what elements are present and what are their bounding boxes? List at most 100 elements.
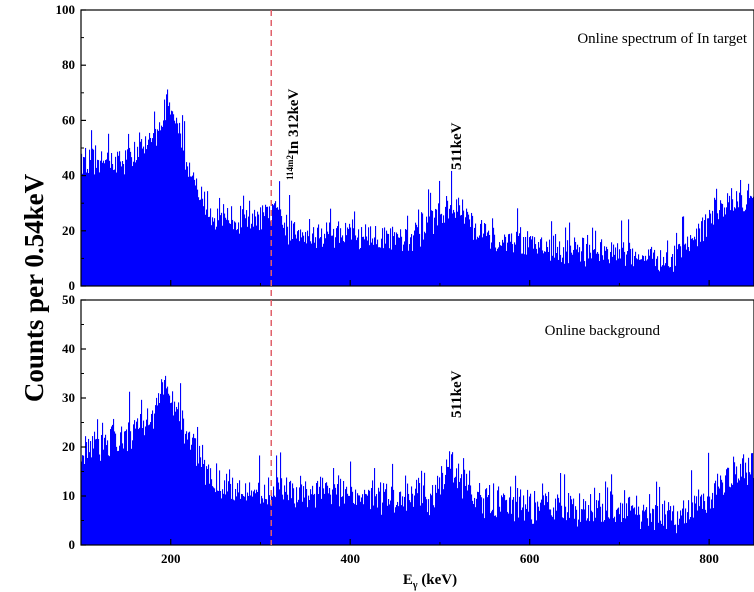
spectrum-bar	[103, 160, 105, 286]
spectrum-bar	[702, 217, 704, 286]
spectrum-bar	[689, 251, 691, 286]
spectrum-bar	[506, 250, 508, 286]
spectrum-bar	[138, 156, 140, 286]
spectrum-bar	[154, 111, 156, 286]
spectrum-bar	[750, 195, 752, 286]
spectrum-bar	[718, 219, 720, 286]
spectrum-bar	[129, 391, 131, 545]
spectrum-bar	[279, 181, 281, 286]
spectrum-bar	[221, 212, 223, 286]
spectrum-bar	[204, 191, 206, 286]
spectrum-bar	[625, 265, 627, 286]
spectrum-bar	[176, 117, 178, 286]
spectrum-bar	[605, 250, 607, 286]
y-tick-label-bottom: 10	[62, 488, 75, 503]
spectrum-bar	[109, 456, 111, 545]
spectrum-bar	[132, 440, 134, 545]
spectrum-bar	[448, 466, 450, 545]
spectrum-bar	[563, 518, 565, 545]
spectrum-bar	[615, 247, 617, 286]
spectrum-bar	[189, 162, 191, 286]
spectrum-bar	[353, 502, 355, 545]
spectrum-bar	[299, 487, 301, 545]
spectrum-bar	[352, 491, 354, 545]
spectrum-bar	[544, 505, 546, 545]
spectrum-bar	[547, 502, 549, 545]
spectrum-bar	[501, 495, 503, 545]
spectrum-bar	[406, 510, 408, 545]
spectrum-bar	[735, 208, 737, 286]
spectrum-bar	[557, 494, 559, 545]
spectrum-bar	[164, 379, 166, 545]
spectrum-bar	[379, 247, 381, 286]
spectrum-bar	[202, 198, 204, 286]
spectrum-bar	[200, 199, 202, 286]
bars-top-panel	[81, 89, 754, 287]
spectrum-bar	[171, 110, 173, 286]
spectrum-bar	[156, 397, 158, 545]
spectrum-bar	[94, 431, 96, 545]
spectrum-bar	[150, 422, 152, 545]
spectrum-bar	[400, 229, 402, 286]
spectrum-bar	[362, 494, 364, 545]
spectrum-bar	[607, 487, 609, 545]
spectrum-bar	[729, 486, 731, 545]
spectrum-bar	[666, 528, 668, 545]
spectrum-bar	[186, 431, 188, 545]
spectrum-bar	[426, 499, 428, 545]
spectrum-bar	[186, 162, 188, 286]
spectrum-bar	[444, 222, 446, 286]
spectrum-bar	[249, 200, 251, 286]
spectrum-bar	[748, 183, 750, 286]
spectrum-bar	[408, 493, 410, 545]
spectrum-bar	[697, 246, 699, 286]
spectrum-bar	[154, 413, 156, 545]
spectrum-bar	[618, 258, 620, 286]
spectrum-bar	[662, 265, 664, 286]
spectrum-bar	[661, 266, 663, 286]
spectrum-bar	[130, 431, 132, 545]
spectrum-bar	[711, 499, 713, 545]
spectrum-bar	[290, 240, 292, 286]
spectrum-bar	[386, 230, 388, 286]
spectrum-bar	[166, 388, 168, 545]
spectrum-bar	[624, 251, 626, 286]
spectrum-bar	[107, 440, 109, 545]
spectrum-bar	[679, 518, 681, 545]
spectrum-bar	[623, 242, 625, 286]
spectrum-bar	[618, 507, 620, 545]
spectrum-bar	[659, 271, 661, 286]
spectrum-bar	[131, 448, 133, 545]
spectrum-bar	[579, 493, 581, 545]
spectrum-bar	[311, 494, 313, 545]
spectrum-bar	[562, 257, 564, 286]
spectrum-bar	[717, 473, 719, 545]
spectrum-bar	[201, 466, 203, 545]
spectrum-bar	[519, 496, 521, 545]
spectrum-bar	[229, 469, 231, 545]
spectrum-bar	[614, 516, 616, 545]
spectrum-bar	[484, 518, 486, 545]
spectrum-bar	[411, 486, 413, 545]
spectrum-bar	[214, 218, 216, 286]
spectrum-bar	[606, 510, 608, 545]
spectrum-bar	[628, 219, 630, 286]
spectrum-bar	[135, 162, 137, 286]
spectrum-bar	[538, 506, 540, 545]
spectrum-bar	[653, 252, 655, 286]
spectrum-bar	[201, 186, 203, 286]
spectrum-bar	[161, 379, 163, 545]
spectrum-bar	[92, 148, 94, 286]
spectrum-bar	[294, 503, 296, 545]
spectrum-bar	[234, 500, 236, 545]
spectrum-bar	[420, 246, 422, 286]
spectrum-bar	[262, 498, 264, 545]
spectrum-bar	[660, 520, 662, 545]
spectrum-bar	[152, 410, 154, 545]
spectrum-bar	[654, 249, 656, 286]
spectrum-bar	[84, 463, 86, 545]
spectrum-bar	[565, 227, 567, 286]
spectrum-bar	[652, 258, 654, 286]
peak-label-312-top: 114m2In 312keV	[285, 89, 302, 180]
spectrum-bar	[552, 255, 554, 286]
